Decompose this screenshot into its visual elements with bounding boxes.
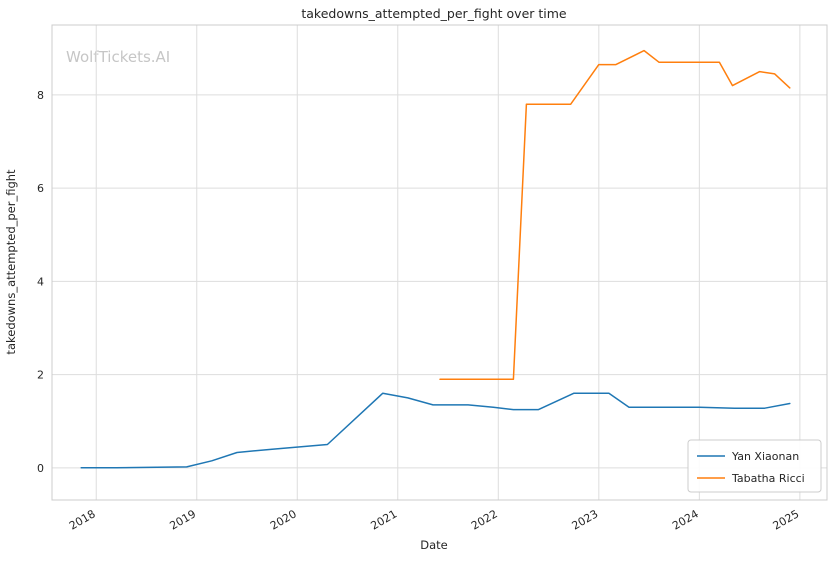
y-axis-label: takedowns_attempted_per_fight [4, 169, 18, 355]
plot-border [51, 24, 828, 501]
y-tick-label: 8 [37, 89, 44, 102]
plot-area: 2018 2019 2020 2021 2022 2023 2024 2025 0 2 4 6 8 Yan… [37, 24, 828, 533]
x-tick-label: 2019 [167, 507, 198, 532]
y-tick-label: 2 [37, 369, 44, 382]
x-tick-label: 2023 [570, 507, 601, 532]
x-tick-label: 2021 [369, 507, 400, 532]
x-tick-label: 2018 [67, 507, 98, 532]
watermark: WolfTickets.AI [66, 48, 170, 66]
y-tick-label: 6 [37, 182, 44, 195]
x-tick-label: 2025 [771, 507, 802, 532]
series-line-tabatha-ricci [439, 49, 791, 381]
series-line-yan-xiaonan [80, 392, 791, 469]
x-tick-label: 2020 [268, 507, 299, 532]
x-tick-label: 2022 [469, 507, 500, 532]
legend [687, 439, 822, 493]
x-tick-label: 2024 [670, 507, 701, 532]
chart-title: takedowns_attempted_per_fight over time [301, 6, 567, 21]
legend-label-tabatha-ricci: Tabatha Ricci [731, 472, 805, 485]
x-axis-label: Date [420, 538, 448, 552]
legend-label-yan-xiaonan: Yan Xiaonan [731, 450, 799, 463]
y-tick-label: 0 [37, 462, 44, 475]
y-tick-label: 4 [37, 275, 44, 288]
